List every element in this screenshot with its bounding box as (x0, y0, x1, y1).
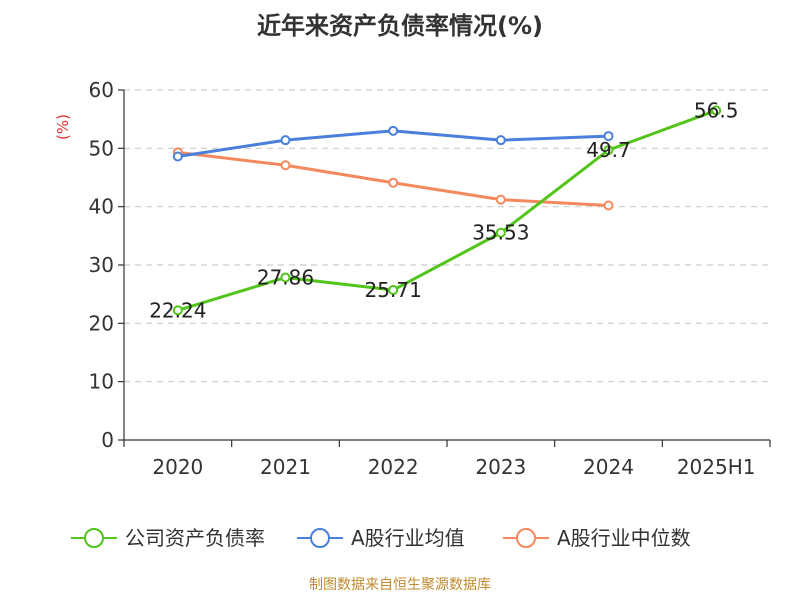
data-label: 56.5 (694, 98, 739, 122)
data-point (603, 131, 614, 142)
data-point (388, 285, 399, 296)
legend-item: A股行业均值 (297, 526, 465, 550)
legend-item: A股行业中位数 (503, 526, 691, 550)
data-point (495, 194, 506, 205)
data-label: 49.7 (586, 138, 631, 162)
data-point (280, 272, 291, 283)
x-tick-label: 2024 (583, 455, 634, 479)
data-point (280, 135, 291, 146)
y-tick-label: 60 (89, 78, 114, 102)
x-tick-label: 2022 (368, 455, 419, 479)
legend-label: A股行业均值 (351, 526, 465, 550)
data-point (388, 177, 399, 188)
legend: 公司资产负债率 A股行业均值 A股行业中位数 (71, 526, 691, 550)
series-3 (172, 147, 614, 211)
legend-marker (84, 528, 104, 548)
data-labels: 22.24 27.86 25.71 35.53 49.7 56.5 (149, 98, 738, 322)
series (172, 105, 722, 316)
data-point (603, 200, 614, 211)
legend-label: 公司资产负债率 (125, 526, 265, 550)
data-point (711, 105, 722, 116)
legend-marker (310, 528, 330, 548)
data-label: 22.24 (149, 298, 206, 322)
y-tick-label: 30 (89, 253, 114, 277)
series-line (177, 109, 717, 312)
grid-lines (124, 89, 770, 383)
data-point (280, 160, 291, 171)
data-point (603, 145, 614, 156)
y-tick-label: 50 (89, 136, 114, 160)
source-note: 制图数据来自恒生聚源数据库 (309, 577, 491, 593)
legend-item: 公司资产负债率 (71, 526, 265, 550)
series-2 (172, 125, 614, 162)
legend-label: A股行业中位数 (557, 526, 691, 550)
series-1 (172, 105, 722, 316)
y-axis-label: (%) (54, 114, 72, 140)
y-tick-label: 40 (89, 195, 114, 219)
x-tick-label: 2020 (152, 455, 203, 479)
data-point (172, 305, 183, 316)
x-tick-label: 2023 (475, 455, 526, 479)
data-label: 25.71 (365, 278, 422, 302)
x-tick-label: 2021 (260, 455, 311, 479)
chart-title: 近年来资产负债率情况(%) (257, 12, 543, 40)
y-tick-label: 10 (89, 370, 114, 394)
legend-marker (516, 528, 536, 548)
data-point (495, 227, 506, 238)
data-point (172, 151, 183, 162)
data-label: 27.86 (257, 265, 314, 289)
data-label: 35.53 (472, 221, 529, 245)
y-tick-label: 0 (101, 428, 114, 452)
data-point (495, 135, 506, 146)
axes: 0 10 20 30 40 50 60 2020 2021 2022 2023 2024 2025H1 (89, 78, 771, 479)
x-tick-label: 2025H1 (677, 455, 756, 479)
data-point (388, 125, 399, 136)
y-tick-label: 20 (89, 311, 114, 335)
